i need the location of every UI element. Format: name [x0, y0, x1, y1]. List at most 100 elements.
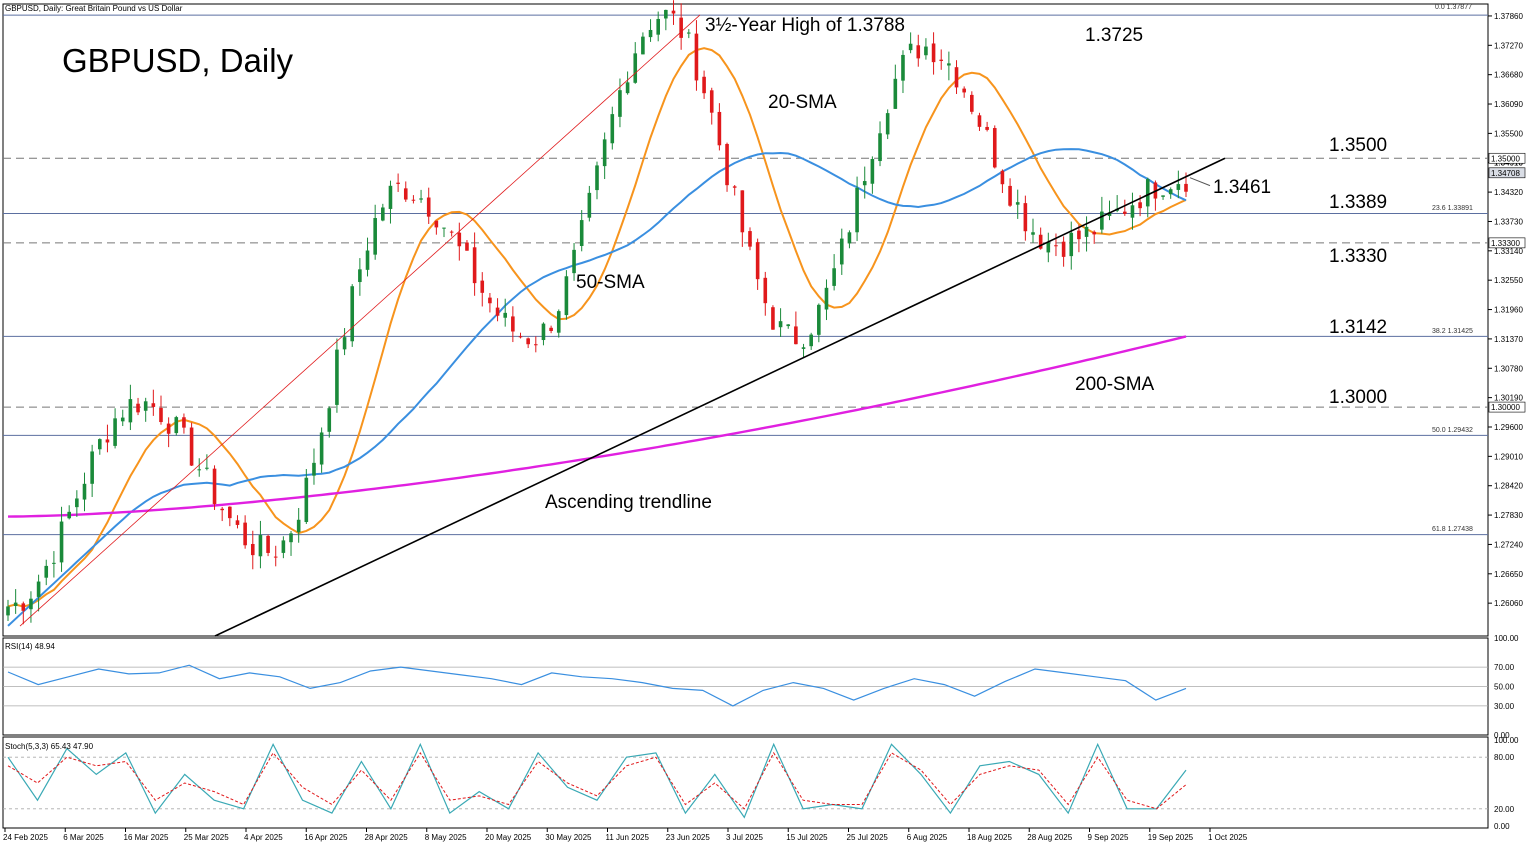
candle-body	[120, 417, 125, 422]
candle-body	[641, 36, 645, 55]
candle-body	[220, 508, 224, 511]
candle-body	[534, 344, 538, 346]
candle-body	[1084, 226, 1089, 237]
candle-body	[472, 247, 477, 284]
candle-body	[839, 238, 844, 265]
moving-averages	[7, 47, 1187, 627]
y-tick-label: 1.30190	[1494, 394, 1523, 403]
candle-body	[1000, 170, 1005, 185]
y-tick-label: 1.31370	[1494, 335, 1523, 344]
y-tick-label: 1.27240	[1494, 540, 1523, 549]
candle-body	[67, 511, 71, 519]
price-box-text: 1.35000	[1491, 154, 1520, 163]
x-tick-label: 16 Apr 2025	[304, 833, 348, 842]
candle-body	[281, 540, 286, 553]
annotation-sma200: 200-SMA	[1075, 374, 1155, 395]
rsi-line	[7, 664, 1187, 707]
candle-body	[312, 462, 316, 476]
candle-body	[166, 423, 171, 434]
candle-body	[495, 307, 500, 316]
candle-body	[488, 297, 492, 304]
candle-body	[633, 53, 638, 83]
candle-body	[579, 220, 584, 246]
candle-body	[289, 533, 293, 543]
stoch-tick-label: 100.00	[1494, 736, 1519, 745]
current-price-text: 1.34708	[1491, 169, 1520, 178]
x-tick-label: 3 Jul 2025	[726, 833, 763, 842]
price-box-box	[1488, 401, 1526, 413]
stoch-label: Stoch(5,3,3) 65.43 47.90	[5, 742, 94, 751]
candle-body	[1092, 231, 1097, 235]
candle-body	[885, 113, 890, 135]
candle-body	[457, 232, 462, 247]
candle-body	[189, 427, 194, 466]
candle-body	[595, 165, 599, 191]
rsi-tick-label: 30.00	[1494, 702, 1515, 711]
candle-body	[801, 347, 806, 349]
y-tick-label: 1.32550	[1494, 276, 1523, 285]
annotation-high: 3½-Year High of 1.3788	[705, 15, 905, 36]
candle-body	[143, 401, 148, 411]
y-tick-label: 1.26060	[1494, 599, 1523, 608]
candle-body	[817, 304, 821, 335]
candle-body	[755, 242, 760, 280]
candle-body	[243, 522, 247, 546]
candle-body	[442, 227, 446, 229]
sma200-line	[7, 335, 1187, 518]
y-tick-label: 1.27830	[1494, 511, 1523, 520]
x-tick-label: 11 Jun 2025	[606, 833, 650, 842]
candle-body	[870, 158, 875, 184]
x-tick-label: 8 May 2025	[425, 833, 467, 842]
candle-body	[136, 403, 140, 413]
level-lines	[3, 14, 1488, 536]
candle-body	[128, 399, 133, 423]
y-tick-label: 1.33140	[1494, 247, 1523, 256]
candle-body	[182, 417, 186, 428]
candle-body	[1023, 203, 1028, 232]
y-tick-label: 1.33730	[1494, 217, 1523, 226]
candle-body	[335, 349, 339, 405]
candle-body	[901, 54, 905, 81]
annotation-last: 1.3461	[1213, 177, 1271, 198]
candle-body	[449, 231, 454, 233]
stoch-tick-label: 0.00	[1494, 822, 1510, 831]
x-tick-label: 19 Sep 2025	[1148, 833, 1194, 842]
candle-body	[97, 439, 102, 450]
candles	[6, 0, 1188, 625]
candle-body	[159, 407, 163, 423]
candle-body	[373, 218, 377, 255]
candle-body	[618, 90, 622, 117]
rsi-tick-label: 50.00	[1494, 683, 1515, 692]
candle-body	[992, 128, 997, 168]
candle-body	[862, 181, 867, 186]
candle-body	[694, 33, 699, 81]
candle-body	[732, 186, 737, 188]
x-tick-label: 15 Jul 2025	[786, 833, 828, 842]
candle-body	[59, 521, 64, 563]
stoch-k-line	[7, 742, 1187, 819]
current-price-box	[1488, 167, 1526, 179]
candle-body	[947, 63, 951, 66]
candle-body	[396, 182, 400, 184]
candle-body	[13, 602, 18, 607]
price-box-box	[1488, 237, 1526, 249]
x-tick-label: 18 Aug 2025	[967, 833, 1012, 842]
candle-body	[610, 114, 615, 144]
candle-body	[75, 498, 79, 508]
price-box-box	[1488, 152, 1526, 164]
y-tick-label: 1.35500	[1494, 129, 1523, 138]
candle-body	[6, 606, 10, 616]
x-tick-label: 20 May 2025	[485, 833, 532, 842]
trendlines	[19, 14, 1226, 637]
candle-body	[403, 188, 408, 200]
candle-body	[908, 43, 913, 51]
candle-body	[273, 556, 278, 558]
x-tick-label: 4 Apr 2025	[244, 833, 283, 842]
candle-body	[778, 321, 783, 328]
y-tick-label: 1.26650	[1494, 570, 1523, 579]
x-tick-label: 30 May 2025	[545, 833, 592, 842]
candle-body	[1038, 234, 1043, 249]
candle-body	[465, 242, 469, 251]
candle-body	[931, 43, 936, 63]
